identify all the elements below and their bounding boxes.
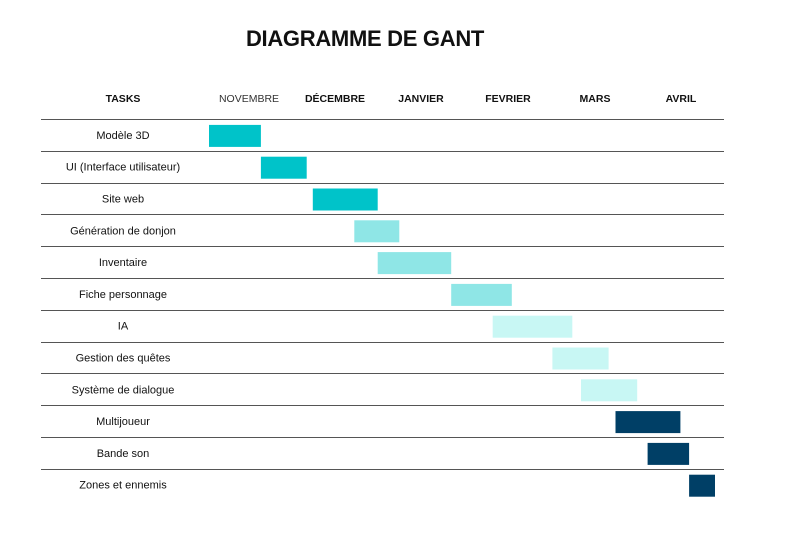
month-label-mars: MARS (580, 93, 611, 105)
task-label: Modèle 3D (96, 130, 149, 142)
task-bar (209, 124, 261, 147)
task-label: Inventaire (99, 257, 147, 269)
task-label: Système de dialogue (72, 384, 175, 396)
task-bar (354, 220, 400, 243)
month-label-novembre: NOVEMBRE (219, 93, 279, 105)
task-bar (377, 252, 452, 275)
month-label-janvier: JANVIER (398, 93, 444, 105)
task-label: IA (118, 321, 129, 333)
task-bars (209, 124, 715, 497)
task-label: Bande son (97, 448, 150, 460)
task-label: UI (Interface utilisateur) (66, 162, 180, 174)
task-bar (260, 156, 307, 179)
task-bar (615, 411, 681, 434)
chart-title: DIAGRAMME DE GANT (245, 26, 485, 51)
task-label: Zones et ennemis (79, 480, 167, 492)
task-bar (492, 315, 573, 338)
task-label: Fiche personnage (79, 289, 167, 301)
task-bar (312, 188, 378, 211)
task-bar (647, 442, 690, 465)
month-label-décembre: DÉCEMBRE (305, 92, 365, 105)
month-headers: NOVEMBRE DÉCEMBRE JANVIER FEVRIER MARS AVRIL (219, 92, 697, 105)
month-label-avril: AVRIL (666, 93, 697, 105)
task-label: Site web (102, 194, 144, 206)
task-label: Multijoueur (96, 416, 150, 428)
task-bar (689, 474, 715, 497)
task-labels: Modèle 3D UI (Interface utilisateur) Site … (66, 130, 180, 492)
tasks-header: TASKS (106, 93, 141, 105)
month-label-fevrier: FEVRIER (485, 93, 531, 105)
task-bar (552, 347, 609, 370)
row-separators (41, 119, 724, 470)
task-bar (451, 283, 512, 306)
task-label: Gestion des quêtes (76, 353, 171, 365)
task-label: Génération de donjon (70, 225, 176, 237)
task-bar (581, 379, 638, 402)
